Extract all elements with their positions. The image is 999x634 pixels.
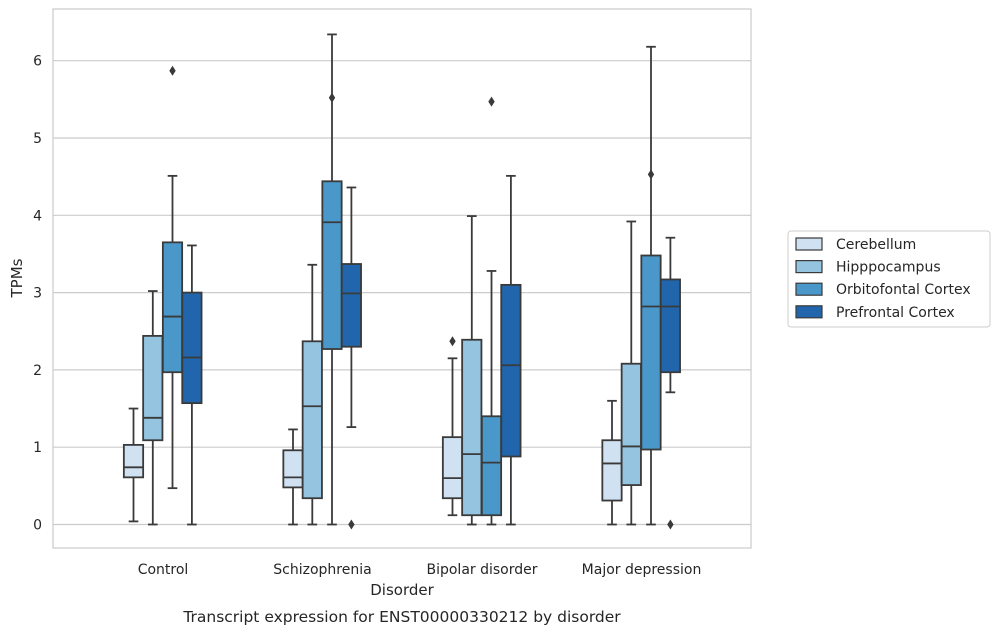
box-iqr (340, 263, 362, 348)
box-plot-item (480, 96, 503, 526)
outlier-marker (348, 519, 355, 530)
legend-label: Prefrontal Cortex (836, 305, 955, 321)
box-iqr (480, 415, 503, 517)
outlier-marker (169, 65, 176, 76)
legend-item: Cerebellum (795, 237, 916, 253)
legend-swatch (795, 305, 823, 319)
x-axis-title: Disorder (370, 581, 434, 599)
x-tick-label: Schizophrenia (273, 562, 371, 578)
box-iqr (282, 449, 304, 489)
legend-swatch (795, 260, 823, 274)
legend-label: Orbitofontal Cortex (836, 282, 971, 298)
legend-frame (787, 230, 991, 328)
box-iqr (640, 254, 662, 451)
y-axis-title: TPMs (8, 258, 26, 298)
box-iqr (601, 439, 623, 502)
box-plot-item (340, 186, 362, 530)
box-iqr (161, 241, 184, 374)
box-iqr (500, 283, 522, 458)
box-plot-item (301, 263, 323, 526)
outlier-marker (667, 519, 674, 530)
box-iqr (659, 278, 681, 374)
outlier-marker (647, 169, 655, 180)
boxes (122, 33, 681, 530)
box-iqr (321, 180, 343, 350)
legend-item: Hipppocampus (795, 260, 941, 276)
legend-label: Cerebellum (836, 237, 916, 253)
y-tick-label: 2 (33, 363, 42, 379)
y-tick-labels: 0 1 2 3 4 5 6 (33, 54, 42, 534)
outlier-marker (449, 336, 456, 347)
y-tick-label: 6 (33, 54, 42, 70)
legend-items: Cerebellum Hipppocampus Orbitofontal Corte… (795, 237, 971, 321)
chart-caption: Transcript expression for ENST0000033021… (182, 608, 621, 626)
x-tick-labels: Control Schizophrenia Bipolar disorder Majo… (138, 562, 702, 578)
y-tick-label: 0 (33, 518, 42, 534)
y-tick-label: 1 (33, 440, 42, 456)
legend-swatch (795, 282, 823, 296)
legend-item: Prefrontal Cortex (795, 305, 955, 321)
y-tick-label: 3 (33, 286, 42, 302)
y-tick-label: 5 (33, 131, 42, 147)
box-iqr (142, 334, 164, 442)
legend-label: Hipppocampus (836, 260, 941, 276)
outlier-marker (328, 92, 336, 103)
box-iqr (620, 362, 642, 486)
legend-item: Orbitofontal Cortex (795, 282, 971, 298)
box-plot-item (321, 33, 343, 526)
box-iqr (441, 436, 464, 500)
box-plot-item (601, 399, 623, 526)
legend: Cerebellum Hipppocampus Orbitofontal Corte… (787, 230, 991, 328)
box-plot-item (142, 290, 164, 526)
x-tick-label: Major depression (582, 562, 702, 578)
plot-frame (52, 8, 752, 549)
x-tick-label: Bipolar disorder (426, 562, 537, 578)
box-plot-item (441, 336, 464, 517)
box-plot-item (181, 244, 203, 526)
legend-swatch (795, 237, 823, 251)
box-plot-item (461, 215, 483, 526)
y-tick-label: 4 (33, 208, 42, 224)
box-iqr (181, 291, 203, 405)
outlier-marker (488, 96, 495, 107)
box-iqr (122, 443, 145, 479)
box-plot-item (500, 174, 522, 526)
box-plot-item (122, 407, 145, 523)
box-iqr (461, 338, 483, 517)
x-tick-label: Control (138, 562, 189, 578)
box-iqr (301, 340, 323, 500)
box-plot-item (659, 236, 681, 530)
